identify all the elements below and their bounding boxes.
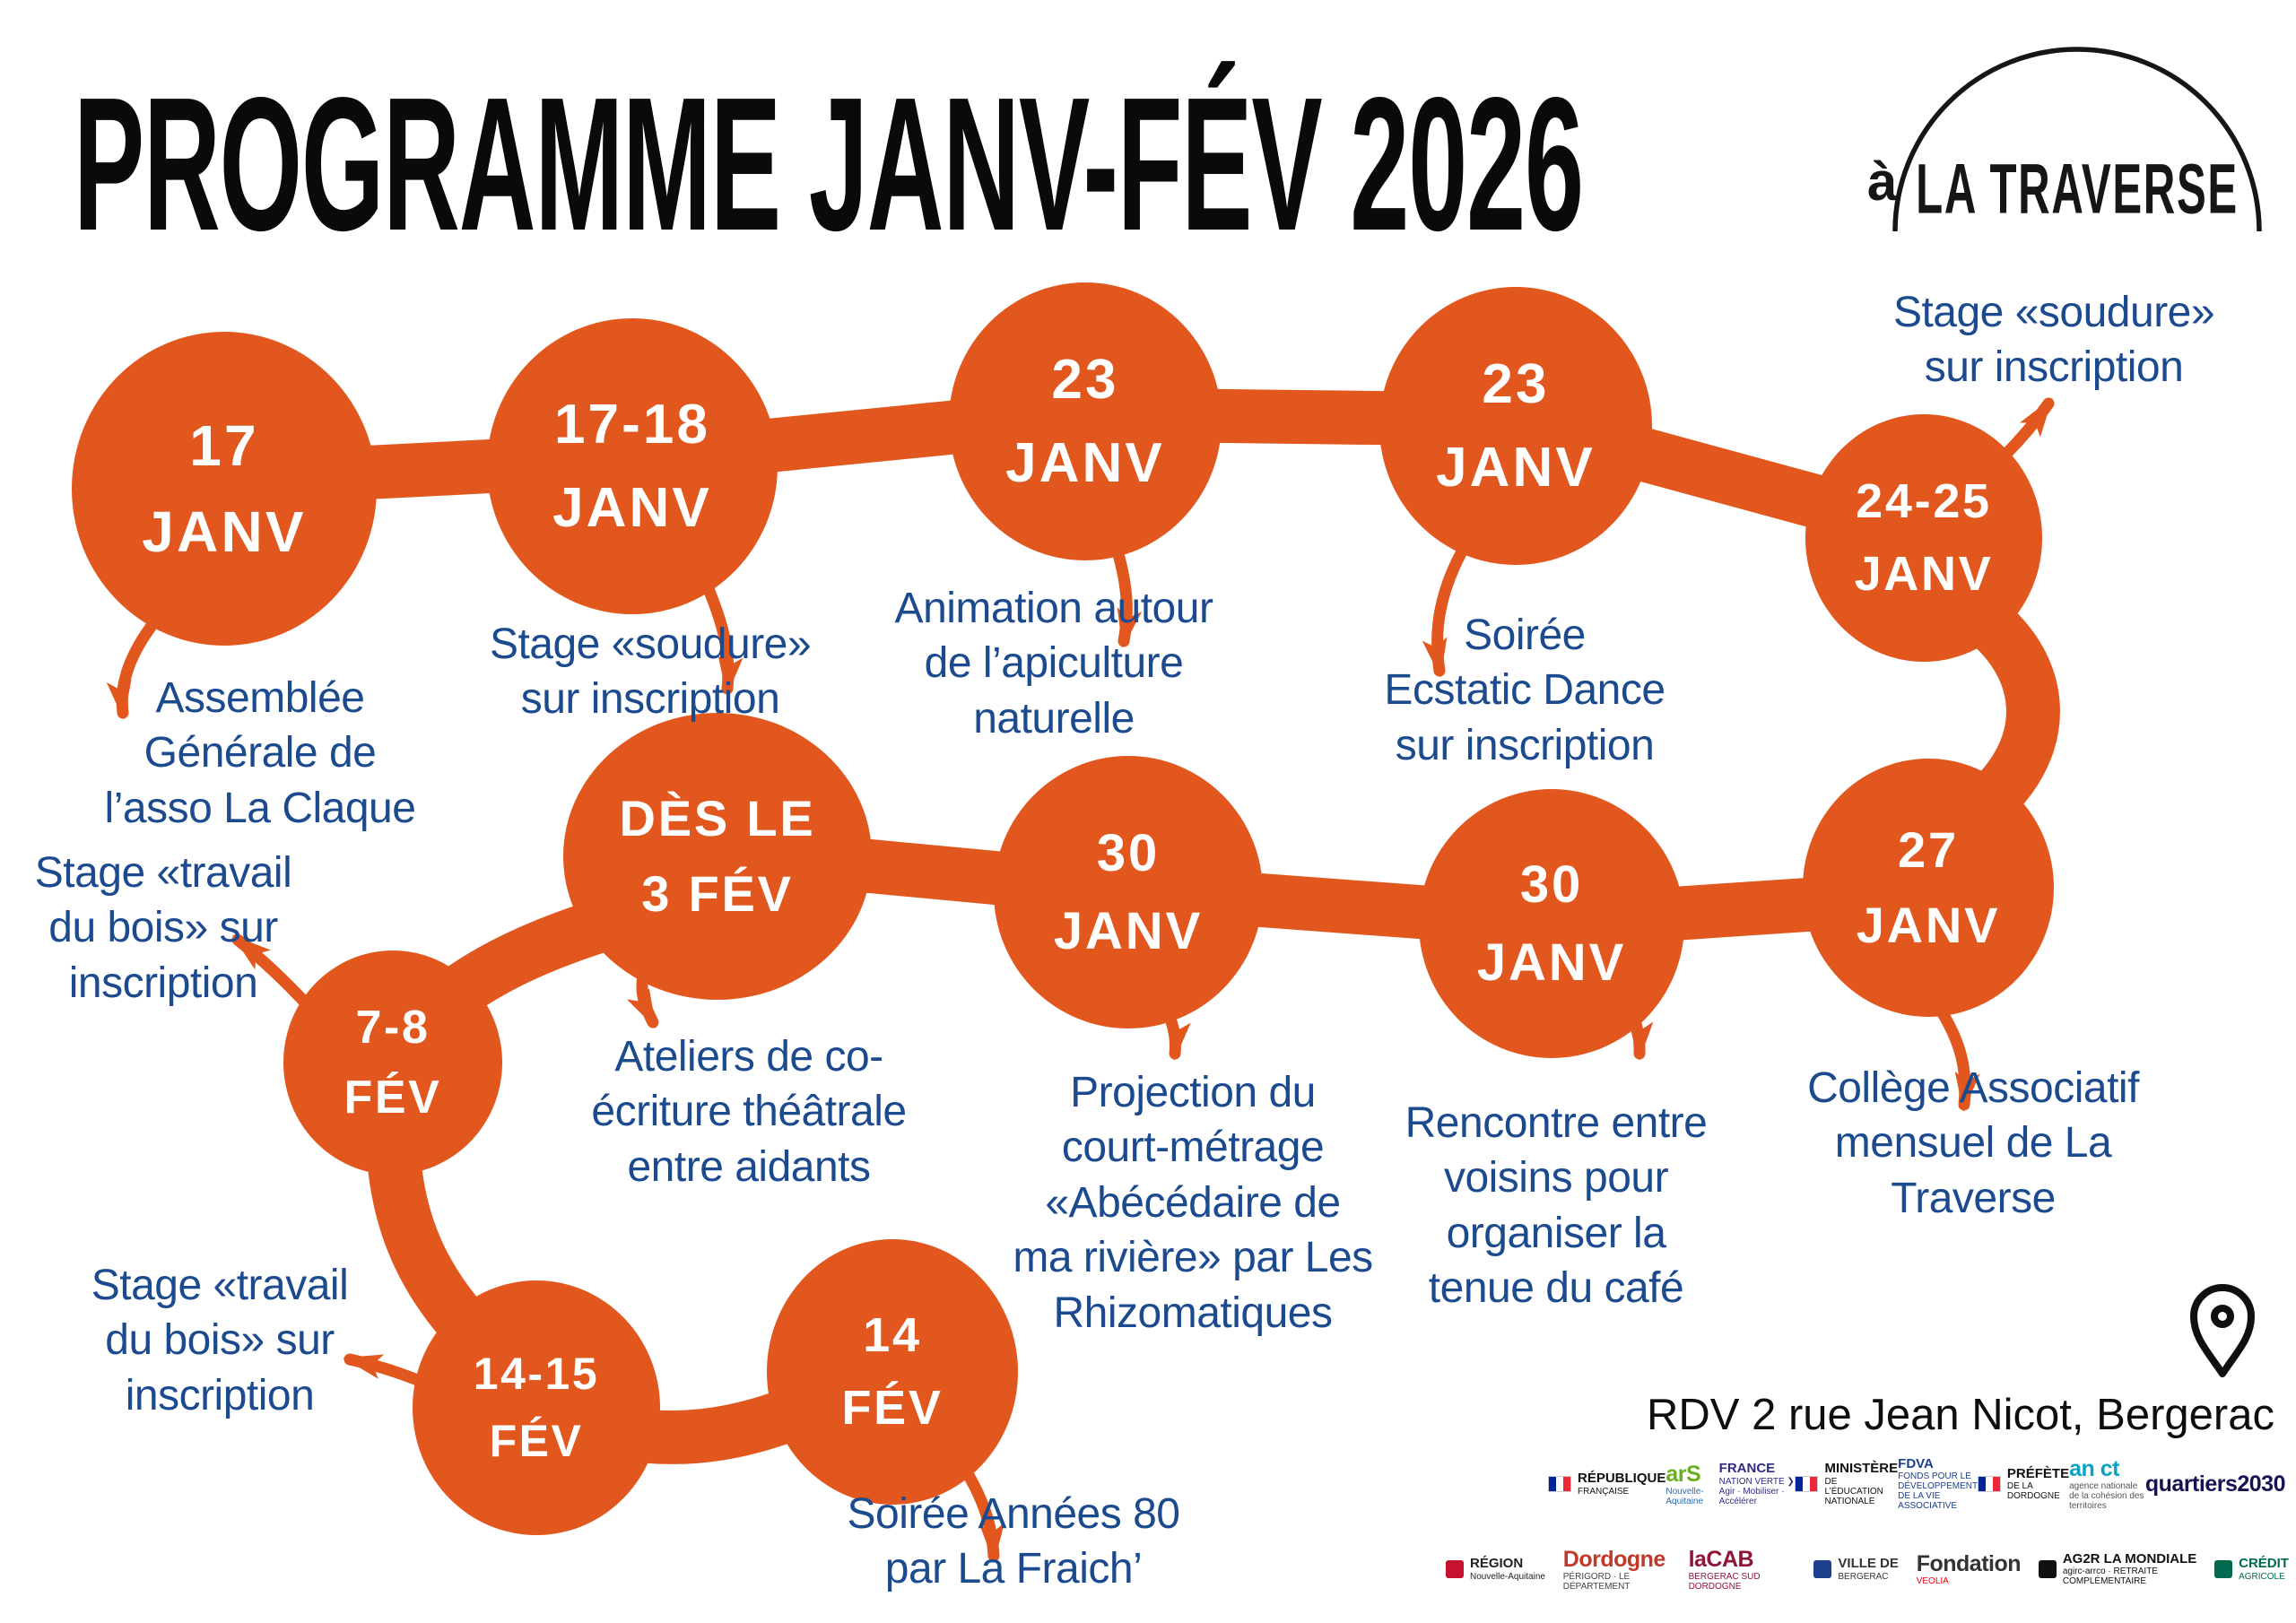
brand-logo: LA TRAVERSE xyxy=(1916,149,2239,229)
event-circle-17-janv: 17 JANV xyxy=(142,413,307,564)
address-text: RDV 2 rue Jean Nicot, Bergerac xyxy=(1647,1391,2274,1439)
event-circle-24-25-janv: 24-25 JANV xyxy=(1854,474,1994,601)
event-circle-14-fev: 14 FÉV xyxy=(841,1308,944,1435)
partner-logo: MINISTÈRE DE L’ÉDUCATION NATIONALE xyxy=(1795,1462,1898,1506)
partner-logo: FRANCE NATION VERTE ❯ Agir · Mobiliser · … xyxy=(1718,1461,1795,1506)
event-arrows xyxy=(106,397,2055,1563)
logo-mark-icon xyxy=(2038,1560,2057,1578)
event-node xyxy=(283,950,502,1175)
arrow-icon xyxy=(626,958,659,1029)
partner-logo: an ct agence nationale de la cohésion des… xyxy=(2069,1456,2144,1512)
event-desc-stage-bois-1: Stage «travail du bois» sur inscription xyxy=(34,849,292,1007)
logo-mark-icon xyxy=(1446,1560,1464,1578)
arrow-icon xyxy=(955,1457,1004,1563)
arrow-icon xyxy=(1934,1002,1980,1112)
event-desc-apiculture: Animation autour de l’apiculture naturel… xyxy=(894,585,1213,742)
event-node xyxy=(72,332,377,646)
arrow-icon xyxy=(1112,548,1143,648)
partner-logo: RÉPUBLIQUE FRANÇAISE xyxy=(1548,1471,1665,1497)
arrow-icon xyxy=(231,933,313,1011)
arrow-icon xyxy=(700,578,744,696)
partner-logos-row-1: RÉPUBLIQUE FRANÇAISE arS Nouvelle-Aquitaine… xyxy=(1548,1451,2285,1517)
partner-logo: arS Nouvelle-Aquitaine xyxy=(1665,1461,1704,1506)
event-circle-17-18-janv: 17-18 JANV xyxy=(552,394,712,539)
event-node xyxy=(767,1239,1018,1505)
event-node xyxy=(413,1280,660,1535)
event-circle-7-8-fev: 7-8 FÉV xyxy=(344,1002,442,1124)
arrow-icon xyxy=(1612,978,1654,1061)
event-desc-stage-bois-2: Stage «travail du bois» sur inscription xyxy=(91,1262,349,1419)
partner-logo: VILLE DE BERGERAC xyxy=(1813,1557,1899,1582)
event-desc-assemblee-generale: Assemblée Générale de l’asso La Claque xyxy=(104,674,416,832)
event-desc-ecstatic-dance: Soirée Ecstatic Dance sur inscription xyxy=(1384,612,1665,769)
event-circle-14-15-fev: 14-15 FÉV xyxy=(473,1349,600,1466)
partner-logo: FDVA FONDS POUR LE DÉVELOPPEMENT DE LA VI… xyxy=(1898,1455,1978,1512)
partner-logo: CRÉDIT AGRICOLE xyxy=(2214,1557,2289,1582)
event-node xyxy=(1805,414,2042,662)
french-flag-icon xyxy=(1977,1476,2001,1492)
event-circle-27-janv: 27 JANV xyxy=(1856,821,2001,953)
brand-prefix: à xyxy=(1867,152,1898,212)
location-pin-icon xyxy=(2190,1284,2255,1377)
partner-logo: Dordogne PÉRIGORD · LE DÉPARTEMENT xyxy=(1562,1546,1666,1592)
event-desc-rencontre-voisins: Rencontre entre voisins pour organiser l… xyxy=(1405,1099,1708,1313)
event-desc-stage-soudure-2: Stage «soudure» sur inscription xyxy=(1892,289,2215,392)
event-desc-projection: Projection du court-métrage «Abécédaire … xyxy=(1013,1069,1373,1337)
event-circle-30-janv-a: 30 JANV xyxy=(1053,824,1204,960)
arrow-icon xyxy=(1422,545,1468,678)
brand-arc-icon xyxy=(1892,47,2262,232)
partner-logos-row-2: RÉGION Nouvelle-Aquitaine Dordogne PÉRIGORD… xyxy=(1446,1530,2289,1609)
partner-logo: PRÉFÈTE DE LA DORDOGNE xyxy=(1977,1466,2069,1501)
logo-mark-icon xyxy=(2214,1560,2233,1578)
event-node xyxy=(994,756,1263,1028)
event-desc-stage-soudure-1: Stage «soudure» sur inscription xyxy=(489,621,812,724)
french-flag-icon xyxy=(1548,1476,1571,1492)
arrow-icon xyxy=(1158,996,1191,1061)
arrow-icon xyxy=(343,1353,426,1387)
page-title: PROGRAMME JANV-FÉV 2026 xyxy=(74,57,1584,270)
partner-logo: Fondation VEOLIA xyxy=(1916,1551,2022,1587)
event-node xyxy=(1803,759,2054,1017)
french-flag-icon xyxy=(1795,1476,1819,1492)
event-circle-des-le-3-fev: DÈS LE 3 FÉV xyxy=(619,790,816,922)
event-node xyxy=(487,318,778,614)
event-circle-30-janv-b: 30 JANV xyxy=(1476,855,1627,992)
logo-mark-icon xyxy=(1813,1560,1832,1578)
event-node xyxy=(563,713,872,1000)
event-node xyxy=(949,282,1222,560)
partner-logo: quartiers2030 xyxy=(2144,1471,2286,1497)
event-node xyxy=(1379,287,1652,565)
event-desc-college-associatif: Collège Associatif mensuel de La Travers… xyxy=(1807,1064,2139,1222)
event-circle-23-janv-a: 23 JANV xyxy=(1005,349,1165,494)
partner-logo: AG2R LA MONDIALE agirc-arrco · RETRAITE C… xyxy=(2038,1551,2196,1586)
partner-logo: laCAB BERGERAC SUD DORDOGNE xyxy=(1688,1546,1761,1592)
event-nodes xyxy=(72,282,2054,1535)
event-desc-soiree-annees-80: Soirée Années 80 par La Fraich’ xyxy=(847,1490,1180,1593)
event-desc-ateliers-coecriture: Ateliers de co- écriture théâtrale entre… xyxy=(591,1033,907,1191)
arrow-icon xyxy=(1998,397,2055,462)
event-circle-23-janv-b: 23 JANV xyxy=(1436,353,1596,499)
arrow-icon xyxy=(106,612,163,720)
partner-logo: RÉGION Nouvelle-Aquitaine xyxy=(1446,1557,1545,1582)
